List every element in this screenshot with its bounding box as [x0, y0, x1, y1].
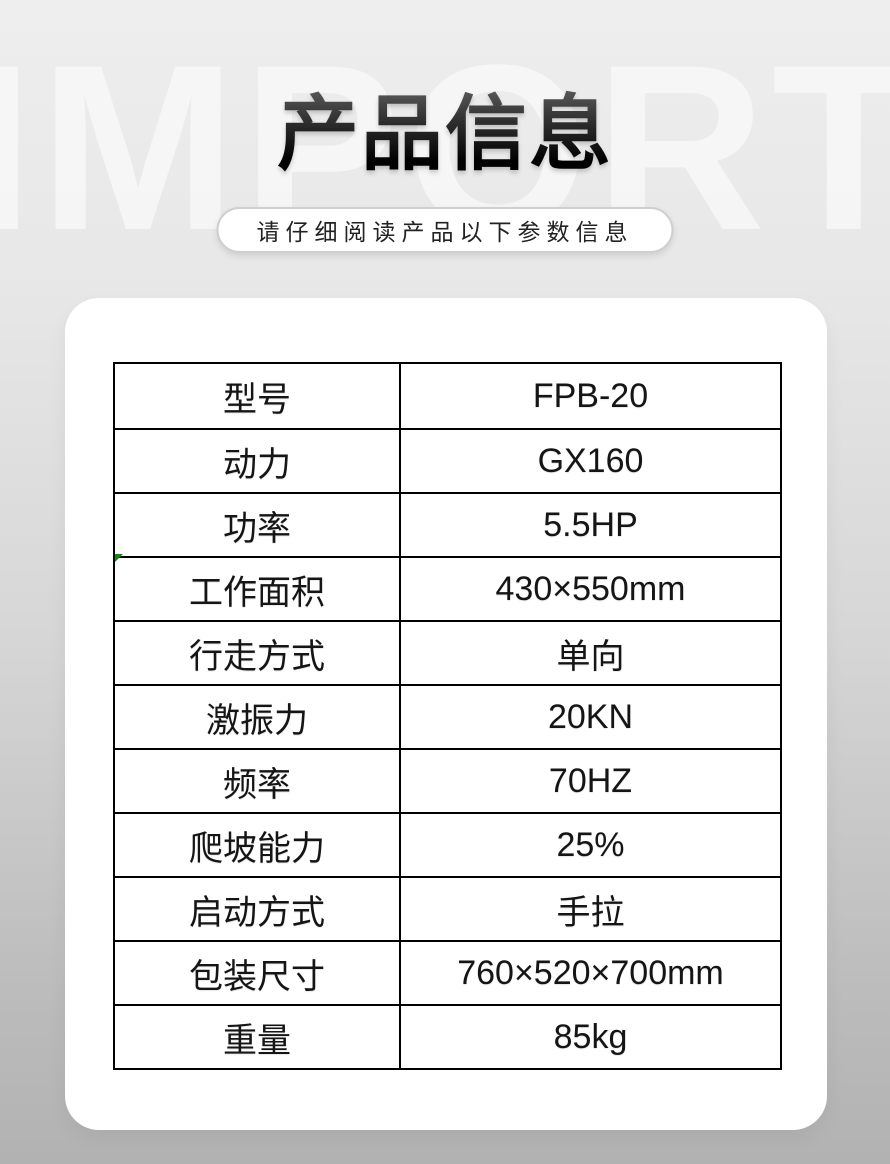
- row-value: GX160: [537, 441, 644, 480]
- row-value: 20KN: [547, 697, 634, 736]
- page-title: 产品信息: [0, 88, 890, 182]
- row-label: 型号: [115, 364, 401, 428]
- row-value: 单向: [556, 637, 625, 676]
- row-value: 85kg: [553, 1017, 628, 1056]
- table-row-model: 型号 FPB-20: [115, 364, 780, 428]
- row-label: 工作面积: [115, 558, 401, 620]
- table-row-exciting-force: 激振力 20KN: [115, 684, 780, 748]
- row-label: 动力: [115, 430, 401, 492]
- row-value: 70HZ: [548, 761, 633, 800]
- subtitle-text: 请仔细阅读产品以下参数信息: [256, 219, 634, 245]
- table-row-climbing-ability: 爬坡能力 25%: [115, 812, 780, 876]
- row-value: 手拉: [556, 893, 625, 932]
- table-row-working-area: 工作面积 430×550mm: [115, 556, 780, 620]
- row-label: 激振力: [115, 686, 401, 748]
- row-label: 重量: [115, 1006, 401, 1068]
- table-row-start-mode: 启动方式 手拉: [115, 876, 780, 940]
- row-label: 包装尺寸: [115, 942, 401, 1004]
- row-label: 功率: [115, 494, 401, 556]
- row-value: FPB-20: [532, 376, 649, 415]
- row-label: 爬坡能力: [115, 814, 401, 876]
- row-value: 5.5HP: [543, 505, 638, 544]
- row-value: 760×520×700mm: [457, 953, 724, 992]
- table-row-weight: 重量 85kg: [115, 1004, 780, 1068]
- subtitle-pill: 请仔细阅读产品以下参数信息: [216, 207, 674, 253]
- table-row-engine: 动力 GX160: [115, 428, 780, 492]
- row-label: 频率: [115, 750, 401, 812]
- spec-table: 型号 FPB-20 动力 GX160 功率 5.5HP 工作面积 430×550…: [113, 362, 782, 1070]
- product-info-card: 型号 FPB-20 动力 GX160 功率 5.5HP 工作面积 430×550…: [65, 298, 827, 1130]
- row-value: 25%: [556, 825, 625, 864]
- row-label: 行走方式: [115, 622, 401, 684]
- green-corner-marker-icon: [115, 554, 123, 562]
- row-label: 启动方式: [115, 878, 401, 940]
- row-value: 430×550mm: [495, 569, 686, 608]
- table-row-package-size: 包装尺寸 760×520×700mm: [115, 940, 780, 1004]
- table-row-travel-mode: 行走方式 单向: [115, 620, 780, 684]
- table-row-frequency: 频率 70HZ: [115, 748, 780, 812]
- table-row-power: 功率 5.5HP: [115, 492, 780, 556]
